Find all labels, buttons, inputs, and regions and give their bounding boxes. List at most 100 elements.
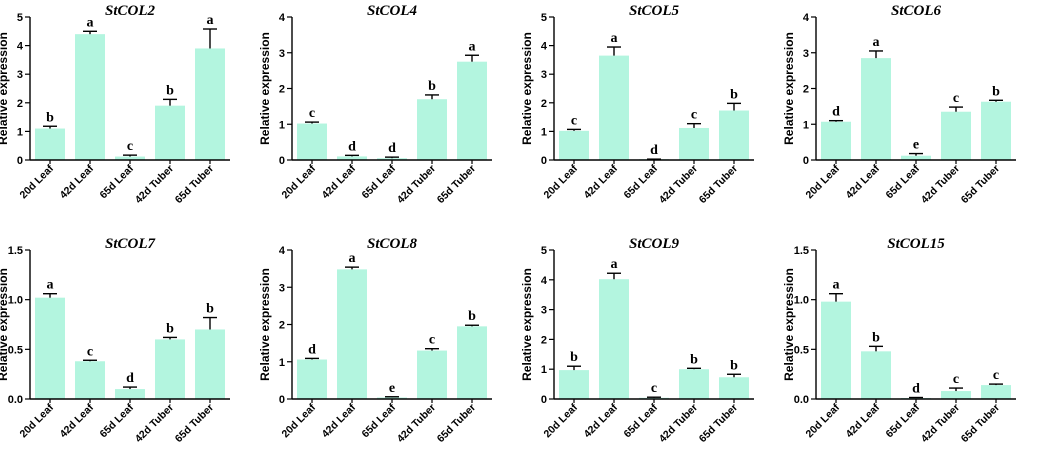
significance-letter: a (833, 278, 840, 293)
y-axis-label: Relative expression (0, 32, 10, 145)
significance-letter: b (730, 358, 738, 373)
y-tick-label: 1 (541, 364, 547, 376)
y-tick-label: 0 (17, 155, 23, 167)
significance-letter: b (46, 110, 54, 125)
y-tick-label: 5 (17, 12, 23, 24)
significance-letter: b (730, 87, 738, 102)
bar-20d Leaf (821, 301, 851, 399)
x-tick-label: 65d Leaf (360, 401, 399, 440)
significance-letter: c (953, 372, 959, 387)
x-tick-label: 20d Leaf (18, 162, 57, 201)
chart-panel-StCOL9: StCOL9 Relative expression b 20d Leaf a 42d L… (520, 236, 754, 445)
bar-42d Tuber (155, 105, 185, 160)
significance-letter: b (872, 330, 880, 345)
chart-title: StCOL6 (891, 3, 942, 19)
x-tick-label: 20d Leaf (542, 401, 581, 440)
x-tick-label: 65d Leaf (622, 401, 661, 440)
bar-65d Tuber (719, 377, 749, 399)
x-tick-label: 20d Leaf (542, 162, 581, 201)
bar-20d Leaf (297, 123, 327, 160)
x-tick-label: 42d Tuber (919, 402, 962, 445)
x-tick-label: 42d Leaf (844, 162, 883, 201)
chart-panel-StCOL15: StCOL15 Relative expression a 20d Leaf b 42d … (782, 236, 1016, 445)
y-tick-label: 0 (279, 394, 285, 406)
y-tick-label: 4 (803, 12, 810, 24)
x-tick-label: 42d Leaf (320, 401, 359, 440)
bar-42d Leaf (337, 156, 367, 160)
x-tick-label: 42d Tuber (133, 163, 176, 206)
significance-letter: c (953, 91, 959, 106)
y-axis-label: Relative expression (782, 32, 796, 145)
x-tick-label: 42d Leaf (582, 401, 621, 440)
y-tick-label: 0.0 (794, 394, 809, 406)
significance-letter: c (691, 108, 697, 123)
chart-panel-StCOL6: StCOL6 Relative expression d 20d Leaf a 42d L… (782, 3, 1016, 206)
y-axis-label: Relative expression (0, 268, 10, 381)
significance-letter: c (429, 333, 435, 348)
x-tick-label: 42d Tuber (395, 402, 438, 445)
x-tick-label: 42d Tuber (657, 402, 700, 445)
y-tick-label: 1.5 (794, 245, 809, 257)
bar-42d Tuber (679, 127, 709, 160)
chart-title: StCOL8 (367, 236, 418, 252)
significance-letter: a (469, 39, 476, 54)
x-tick-label: 42d Leaf (844, 401, 883, 440)
y-tick-label: 3 (803, 48, 809, 60)
significance-letter: d (308, 342, 316, 357)
x-tick-label: 42d Leaf (320, 162, 359, 201)
bar-42d Tuber (417, 99, 447, 160)
bar-42d Leaf (599, 55, 629, 160)
significance-letter: c (993, 368, 999, 383)
y-tick-label: 2 (541, 334, 547, 346)
y-tick-label: 0.5 (794, 344, 809, 356)
bar-20d Leaf (297, 359, 327, 399)
x-tick-label: 65d Tuber (173, 163, 216, 206)
significance-letter: a (87, 15, 94, 30)
significance-letter: a (873, 35, 880, 50)
significance-letter: d (126, 371, 134, 386)
significance-letter: b (570, 350, 578, 365)
y-tick-label: 2 (279, 320, 285, 332)
y-tick-label: 2 (541, 98, 547, 110)
significance-letter: b (166, 321, 174, 336)
y-tick-label: 4 (541, 275, 548, 287)
significance-letter: a (349, 251, 356, 266)
y-tick-label: 1 (541, 126, 547, 138)
chart-panel-StCOL5: StCOL5 Relative expression c 20d Leaf a 42d L… (520, 3, 754, 206)
chart-title: StCOL2 (105, 3, 156, 19)
x-tick-label: 42d Tuber (657, 163, 700, 206)
y-tick-label: 1.0 (794, 295, 809, 307)
bar-42d Leaf (75, 34, 105, 160)
y-tick-label: 3 (279, 48, 285, 60)
x-tick-label: 65d Leaf (622, 162, 661, 201)
y-tick-label: 1 (279, 119, 285, 131)
x-tick-label: 65d Leaf (360, 162, 399, 201)
bar-20d Leaf (559, 130, 589, 160)
y-tick-label: 5 (541, 245, 547, 257)
y-tick-label: 1 (17, 126, 23, 138)
significance-letter: c (571, 113, 577, 128)
significance-letter: c (309, 106, 315, 121)
bar-65d Tuber (195, 329, 225, 399)
x-tick-label: 20d Leaf (280, 162, 319, 201)
x-tick-label: 20d Leaf (804, 401, 843, 440)
bar-42d Leaf (337, 269, 367, 399)
y-tick-label: 2 (803, 84, 809, 96)
x-tick-label: 65d Tuber (173, 402, 216, 445)
y-tick-label: 1.0 (8, 295, 23, 307)
chart-title: StCOL7 (105, 236, 156, 252)
x-tick-label: 65d Leaf (98, 401, 137, 440)
x-tick-label: 65d Leaf (884, 401, 923, 440)
y-axis-label: Relative expression (258, 32, 272, 145)
bar-20d Leaf (35, 297, 65, 399)
significance-letter: b (166, 83, 174, 98)
bar-65d Tuber (719, 110, 749, 160)
x-tick-label: 65d Tuber (959, 163, 1002, 206)
significance-letter: b (690, 352, 698, 367)
y-tick-label: 3 (541, 305, 547, 317)
bar-65d Tuber (457, 326, 487, 399)
y-tick-label: 2 (17, 98, 23, 110)
significance-letter: b (992, 84, 1000, 99)
y-tick-label: 3 (279, 282, 285, 294)
